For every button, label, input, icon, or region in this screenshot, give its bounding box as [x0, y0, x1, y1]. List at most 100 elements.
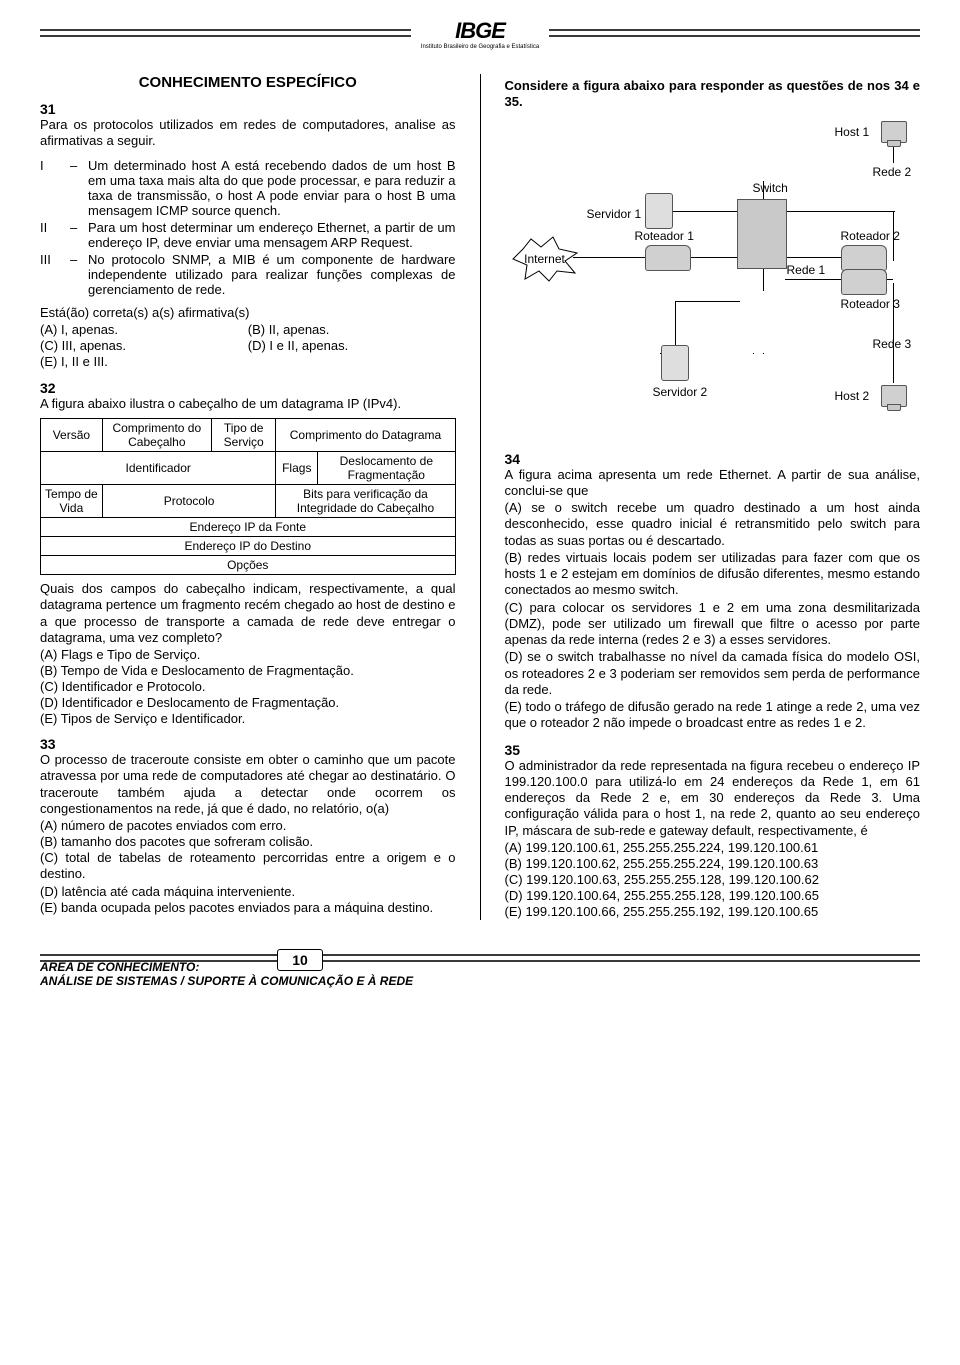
option-a: (A) se o switch recebe um quadro destina… [505, 500, 921, 549]
network-diagram: Host 1 Servidor 1 Switch Roteador 1 Inte… [505, 111, 921, 441]
page-header: IBGE Instituto Brasileiro de Geografia e… [40, 12, 920, 56]
option-d: (D) latência até cada máquina intervenie… [40, 884, 456, 899]
internet-label: Internet [524, 252, 565, 266]
option-e: (E) Tipos de Serviço e Identificador. [40, 711, 456, 726]
roman-numeral: III [40, 252, 62, 297]
question-number: 33 [40, 736, 456, 752]
right-column: Considere a figura abaixo para responder… [505, 74, 921, 920]
dash: – [70, 158, 80, 218]
router-icon [841, 245, 887, 271]
option-e: (E) banda ocupada pelos pacotes enviados… [40, 900, 456, 916]
host1-label: Host 1 [835, 125, 870, 139]
option-c: (C) para colocar os servidores 1 e 2 em … [505, 600, 921, 649]
dash: – [70, 220, 80, 250]
router-icon [645, 245, 691, 271]
header-rule-left [40, 25, 411, 43]
question-number: 32 [40, 380, 456, 396]
question-ask: Está(ão) correta(s) a(s) afirmativa(s) [40, 305, 456, 321]
cell-ip-dest: Endereço IP do Destino [41, 537, 456, 556]
router-icon [841, 269, 887, 295]
option-d: (D) 199.120.100.64, 255.255.255.128, 199… [505, 888, 921, 903]
cell-desloc: Deslocamento de Fragmentação [318, 452, 455, 485]
option-b: (B) Tempo de Vida e Deslocamento de Frag… [40, 663, 456, 678]
statement-1: I – Um determinado host A está recebendo… [40, 158, 456, 218]
host2-label: Host 2 [835, 389, 870, 403]
servidor2-label: Servidor 2 [653, 385, 708, 399]
section-title: CONHECIMENTO ESPECÍFICO [40, 74, 456, 91]
option-b: (B) 199.120.100.62, 255.255.255.224, 199… [505, 856, 921, 871]
option-e: (E) todo o tráfego de difusão gerado na … [505, 699, 921, 732]
header-rule-right [549, 25, 920, 43]
option-d: (D) Identificador e Deslocamento de Frag… [40, 695, 456, 710]
question-intro: O processo de traceroute consiste em obt… [40, 752, 456, 817]
rede1-label: Rede 1 [787, 263, 826, 277]
figure-intro: Considere a figura abaixo para responder… [505, 78, 921, 111]
option-b: (B) tamanho dos pacotes que sofreram col… [40, 834, 456, 849]
diagram-line [675, 301, 740, 302]
logo-subtitle: Instituto Brasileiro de Geografia e Esta… [421, 44, 539, 50]
roteador2-label: Roteador 2 [841, 229, 900, 243]
option-e: (E) 199.120.100.66, 255.255.255.192, 199… [505, 904, 921, 919]
cell-opcoes: Opções [41, 556, 456, 575]
roman-numeral: I [40, 158, 62, 218]
dash: – [70, 252, 80, 297]
question-number: 35 [505, 742, 921, 758]
option-a: (A) Flags e Tipo de Serviço. [40, 647, 456, 662]
servidor1-label: Servidor 1 [587, 207, 642, 221]
cell-versao: Versão [41, 419, 103, 452]
options-grid: (A) I, apenas. (C) III, apenas. (E) I, I… [40, 321, 456, 370]
cell-ident: Identificador [41, 452, 276, 485]
option-d: (D) I e II, apenas. [248, 338, 456, 353]
rede2-label: Rede 2 [873, 165, 912, 179]
diagram-line [785, 257, 845, 258]
host-icon [881, 385, 907, 407]
option-c: (C) Identificador e Protocolo. [40, 679, 456, 694]
diagram-line [763, 353, 764, 354]
left-column: CONHECIMENTO ESPECÍFICO 31 Para os proto… [40, 74, 456, 920]
logo: IBGE Instituto Brasileiro de Geografia e… [421, 18, 539, 50]
question-intro: A figura acima apresenta um rede Etherne… [505, 467, 921, 500]
statement-3: III – No protocolo SNMP, a MIB é um comp… [40, 252, 456, 297]
option-c: (C) total de tabelas de roteamento perco… [40, 850, 456, 883]
cell-flags: Flags [276, 452, 318, 485]
diagram-line [675, 301, 676, 351]
option-b: (B) II, apenas. [248, 322, 456, 337]
option-c: (C) 199.120.100.63, 255.255.255.128, 199… [505, 872, 921, 887]
statement-text: Para um host determinar um endereço Ethe… [88, 220, 456, 250]
rede3-label: Rede 3 [873, 337, 912, 351]
internet-cloud: Internet [509, 235, 581, 283]
option-a: (A) número de pacotes enviados com erro. [40, 818, 456, 833]
roteador1-label: Roteador 1 [635, 229, 694, 243]
statement-2: II – Para um host determinar um endereço… [40, 220, 456, 250]
roman-numeral: II [40, 220, 62, 250]
option-a: (A) I, apenas. [40, 322, 248, 337]
server-icon [661, 345, 689, 381]
roteador3-label: Roteador 3 [841, 297, 900, 311]
option-b: (B) redes virtuais locais podem ser util… [505, 550, 921, 599]
question-ask: Quais dos campos do cabeçalho indicam, r… [40, 581, 456, 646]
cell-proto: Protocolo [102, 485, 276, 518]
logo-text: IBGE [421, 18, 539, 44]
option-e: (E) I, II e III. [40, 354, 248, 369]
host-icon [881, 121, 907, 143]
option-a: (A) 199.120.100.61, 255.255.255.224, 199… [505, 840, 921, 855]
question-number: 31 [40, 101, 456, 117]
cell-comp-cab: Comprimento do Cabeçalho [102, 419, 211, 452]
cell-ip-fonte: Endereço IP da Fonte [41, 518, 456, 537]
page-container: IBGE Instituto Brasileiro de Geografia e… [0, 12, 960, 1029]
cell-tipo-serv: Tipo de Serviço [211, 419, 276, 452]
cell-comp-data: Comprimento do Datagrama [276, 419, 455, 452]
switch-icon [737, 199, 787, 269]
question-number: 34 [505, 451, 921, 467]
diagram-line [753, 353, 754, 354]
diagram-line [785, 211, 895, 212]
server-icon [645, 193, 673, 229]
question-intro: Para os protocolos utilizados em redes d… [40, 117, 456, 150]
switch-label: Switch [753, 181, 788, 195]
diagram-line [785, 279, 845, 280]
two-column-layout: CONHECIMENTO ESPECÍFICO 31 Para os proto… [40, 74, 920, 920]
statement-text: Um determinado host A está recebendo dad… [88, 158, 456, 218]
ipv4-header-table: Versão Comprimento do Cabeçalho Tipo de … [40, 418, 456, 575]
option-c: (C) III, apenas. [40, 338, 248, 353]
cell-bits-verif: Bits para verificação da Integridade do … [276, 485, 455, 518]
